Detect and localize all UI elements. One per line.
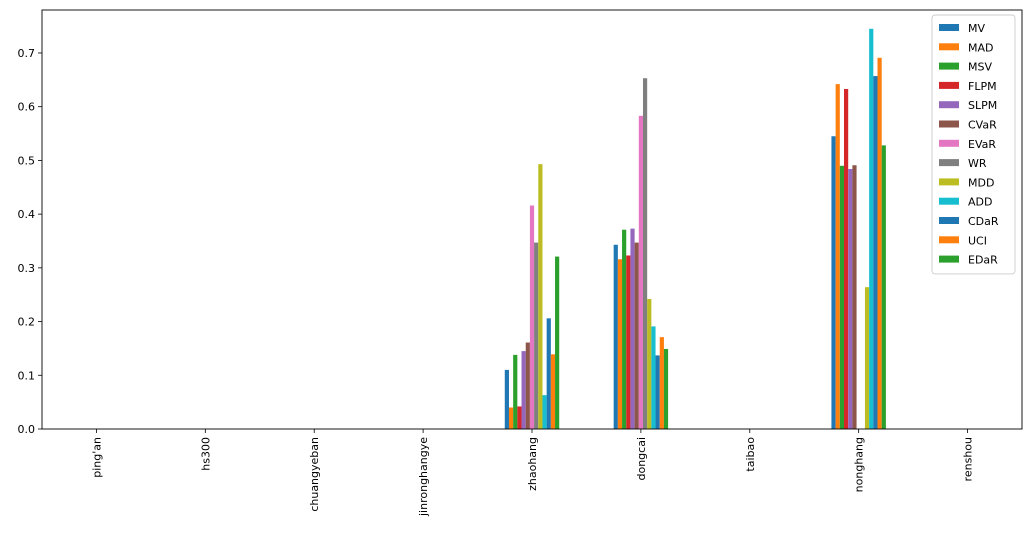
x-tick-label: nonghang [853, 437, 866, 492]
y-tick-label: 0.2 [18, 316, 36, 329]
bar-add-5 [651, 326, 656, 429]
bar-flpm-5 [626, 255, 631, 429]
bar-flpm-7 [844, 88, 849, 429]
legend-swatch-add [939, 197, 959, 205]
bar-msv-4 [513, 354, 518, 429]
legend-label-mad: MAD [968, 41, 994, 54]
bar-cdar-7 [873, 76, 878, 429]
bar-wr-4 [534, 242, 539, 429]
bar-uci-4 [550, 354, 556, 429]
plot-frame [41, 9, 1023, 430]
bar-edar-4 [555, 256, 560, 429]
x-axis: ping'an hs300 chuangyeban jinronghangye zhao… [90, 429, 975, 517]
bar-mdd-4 [538, 164, 543, 430]
bar-mad-7 [835, 84, 840, 429]
legend-swatch-uci [939, 236, 959, 244]
legend-label-mv: MV [968, 22, 985, 35]
bar-cvar-4 [525, 342, 530, 429]
bar-edar-7 [881, 145, 886, 429]
bar-slpm-7 [848, 169, 853, 429]
x-tick-label: zhaohang [526, 437, 539, 491]
y-tick-label: 0.6 [18, 101, 36, 114]
legend-swatch-cdar [939, 217, 959, 224]
y-tick-label: 0.3 [18, 262, 36, 275]
legend-label-evar: EVaR [968, 138, 996, 151]
legend-swatch-evar [939, 139, 959, 147]
legend-label-uci: UCI [968, 234, 987, 247]
legend-swatch-wr [939, 159, 959, 167]
bar-uci-7 [877, 57, 882, 430]
bar-cvar-5 [634, 242, 639, 429]
bar-mv-4 [504, 369, 509, 429]
y-tick-label: 0.4 [18, 208, 36, 221]
x-tick-label: hs300 [199, 437, 212, 471]
bar-evar-4 [529, 205, 535, 429]
legend-swatch-mv [939, 24, 959, 31]
y-tick-label: 0.1 [18, 369, 36, 382]
y-axis: 0.0 0.1 0.2 0.3 0.4 0.5 0.6 0.7 [18, 47, 42, 436]
bar-wr-5 [642, 78, 648, 429]
bar-uci-5 [659, 337, 664, 429]
legend-label-add: ADD [968, 196, 992, 209]
legend-swatch-mdd [939, 178, 959, 186]
bar-mv-5 [613, 244, 618, 429]
bar-flpm-4 [517, 406, 522, 429]
y-tick-label: 0.5 [18, 154, 36, 167]
x-tick-label: dongcai [635, 437, 648, 481]
x-tick-label: taibao [744, 437, 757, 472]
bar-mv-7 [831, 136, 836, 430]
legend-swatch-edar [939, 255, 959, 263]
bar-cdar-5 [655, 355, 660, 429]
x-tick-label: chuangyeban [308, 437, 321, 512]
bar-add-7 [869, 28, 874, 430]
legend-box [931, 14, 1016, 275]
legend-label-msv: MSV [968, 61, 992, 74]
bar-add-4 [542, 395, 547, 429]
legend-label-flpm: FLPM [968, 80, 997, 93]
bars-group [504, 28, 886, 430]
legend-swatch-slpm [939, 101, 959, 109]
legend-swatch-mad [939, 43, 959, 51]
legend-label-cvar: CVaR [968, 119, 997, 132]
legend-label-edar: EDaR [968, 254, 998, 267]
x-tick-label: jinronghangye [417, 437, 430, 517]
x-tick-label: ping'an [90, 437, 103, 478]
legend-label-slpm: SLPM [968, 99, 997, 112]
bar-slpm-4 [521, 351, 526, 429]
bar-evar-5 [638, 115, 643, 429]
y-tick-label: 0.7 [18, 47, 36, 60]
bar-msv-5 [622, 229, 627, 429]
legend-swatch-msv [939, 62, 959, 70]
y-tick-label: 0.0 [18, 423, 36, 436]
bar-mdd-5 [647, 299, 652, 429]
legend-label-mdd: MDD [968, 176, 994, 189]
legend-swatch-cvar [939, 120, 959, 128]
bar-mad-4 [508, 407, 514, 429]
bar-mad-5 [617, 259, 623, 429]
bar-mdd-7 [864, 287, 870, 429]
bar-slpm-5 [630, 228, 635, 429]
bar-cdar-4 [546, 318, 551, 429]
legend: MV MAD MSV FLPM SLPM CVaR EVaR WR MDD ADD CDaR UCI E… [931, 14, 1016, 275]
bar-cvar-7 [852, 165, 857, 430]
legend-label-wr: WR [968, 157, 987, 170]
bar-msv-7 [839, 165, 845, 429]
x-tick-label: renshou [962, 437, 975, 481]
legend-swatch-flpm [939, 81, 959, 89]
legend-label-cdar: CDaR [968, 215, 999, 228]
bar-edar-5 [663, 348, 669, 429]
